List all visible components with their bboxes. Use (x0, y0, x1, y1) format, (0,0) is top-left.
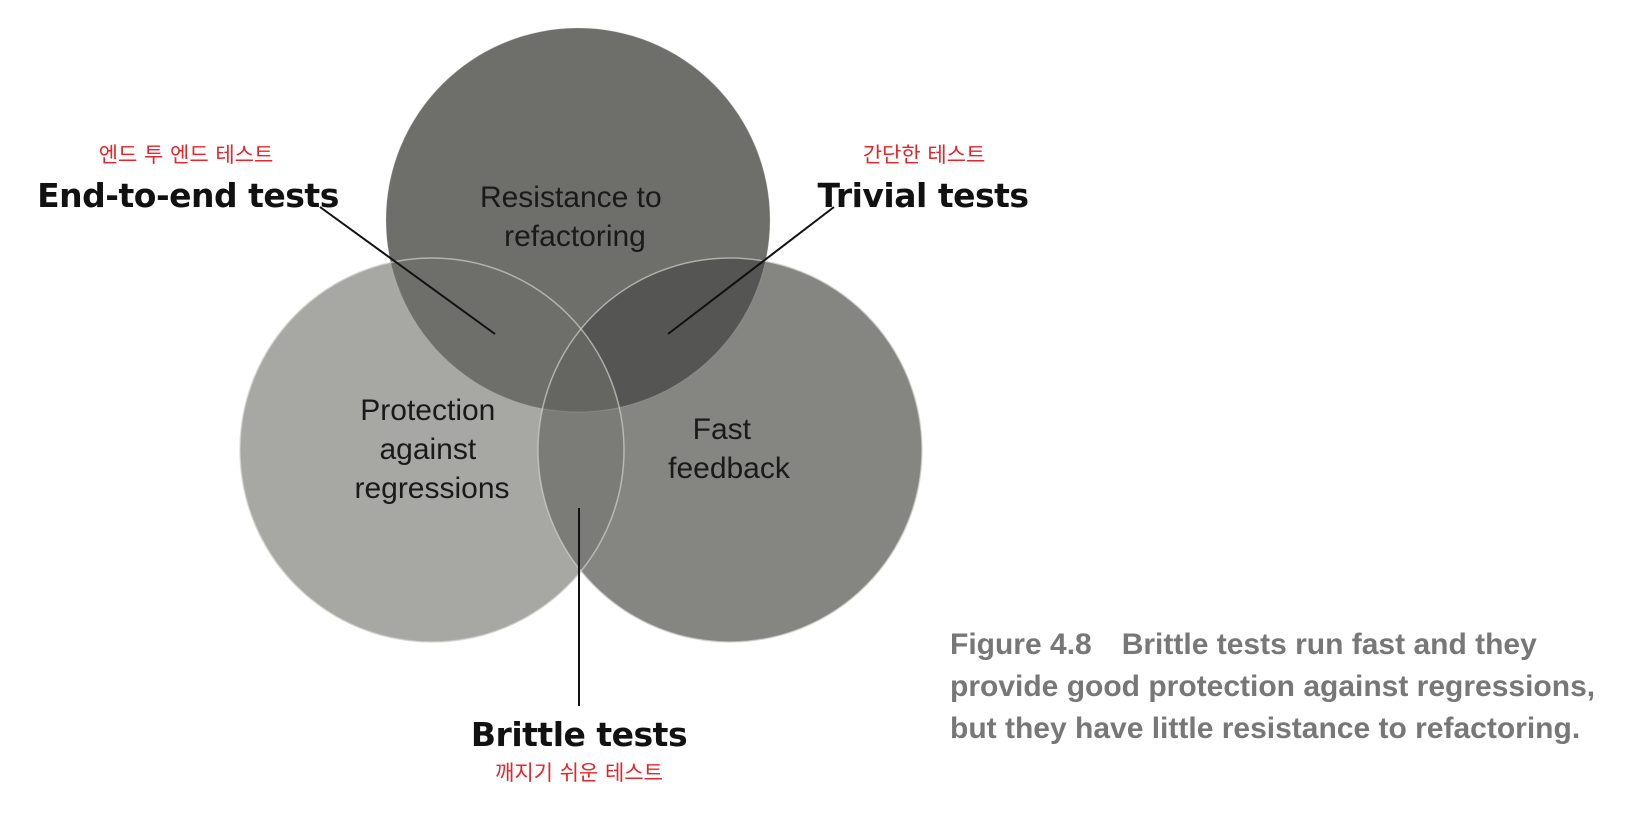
end-to-end-translation: 엔드 투 엔드 테스트 (99, 143, 274, 167)
caption-text-1: Brittle tests run fast and they (1121, 628, 1537, 661)
brittle-label: Brittle tests (471, 715, 687, 754)
figure-number: Figure 4.8 (950, 628, 1092, 661)
caption-line-3: but they have little resistance to refac… (950, 712, 1581, 745)
end-to-end-label: End-to-end tests (37, 176, 339, 215)
leader-end-to-end (319, 206, 496, 335)
outline-right (537, 257, 923, 643)
label-protection-against-regressions: Protection against regressions (354, 394, 509, 505)
figure-caption: Figure 4.8 Brittle tests run fast and the… (950, 624, 1630, 750)
outline-top (385, 27, 771, 413)
outline-left (239, 257, 625, 643)
overlap-top-right (538, 258, 770, 412)
brittle-translation: 깨지기 쉬운 테스트 (495, 761, 663, 785)
caption-line-2: provide good protection against regressi… (950, 670, 1596, 703)
leader-trivial (667, 206, 835, 335)
overlap-top-left (386, 258, 624, 412)
label-fast-feedback: Fast feedback (668, 413, 791, 485)
trivial-label: Trivial tests (817, 176, 1028, 215)
trivial-translation: 간단한 테스트 (863, 143, 986, 167)
label-resistance-to-refactoring: Resistance to refactoring (480, 181, 670, 253)
caption-line-1: Figure 4.8 Brittle tests run fast and the… (950, 624, 1630, 666)
